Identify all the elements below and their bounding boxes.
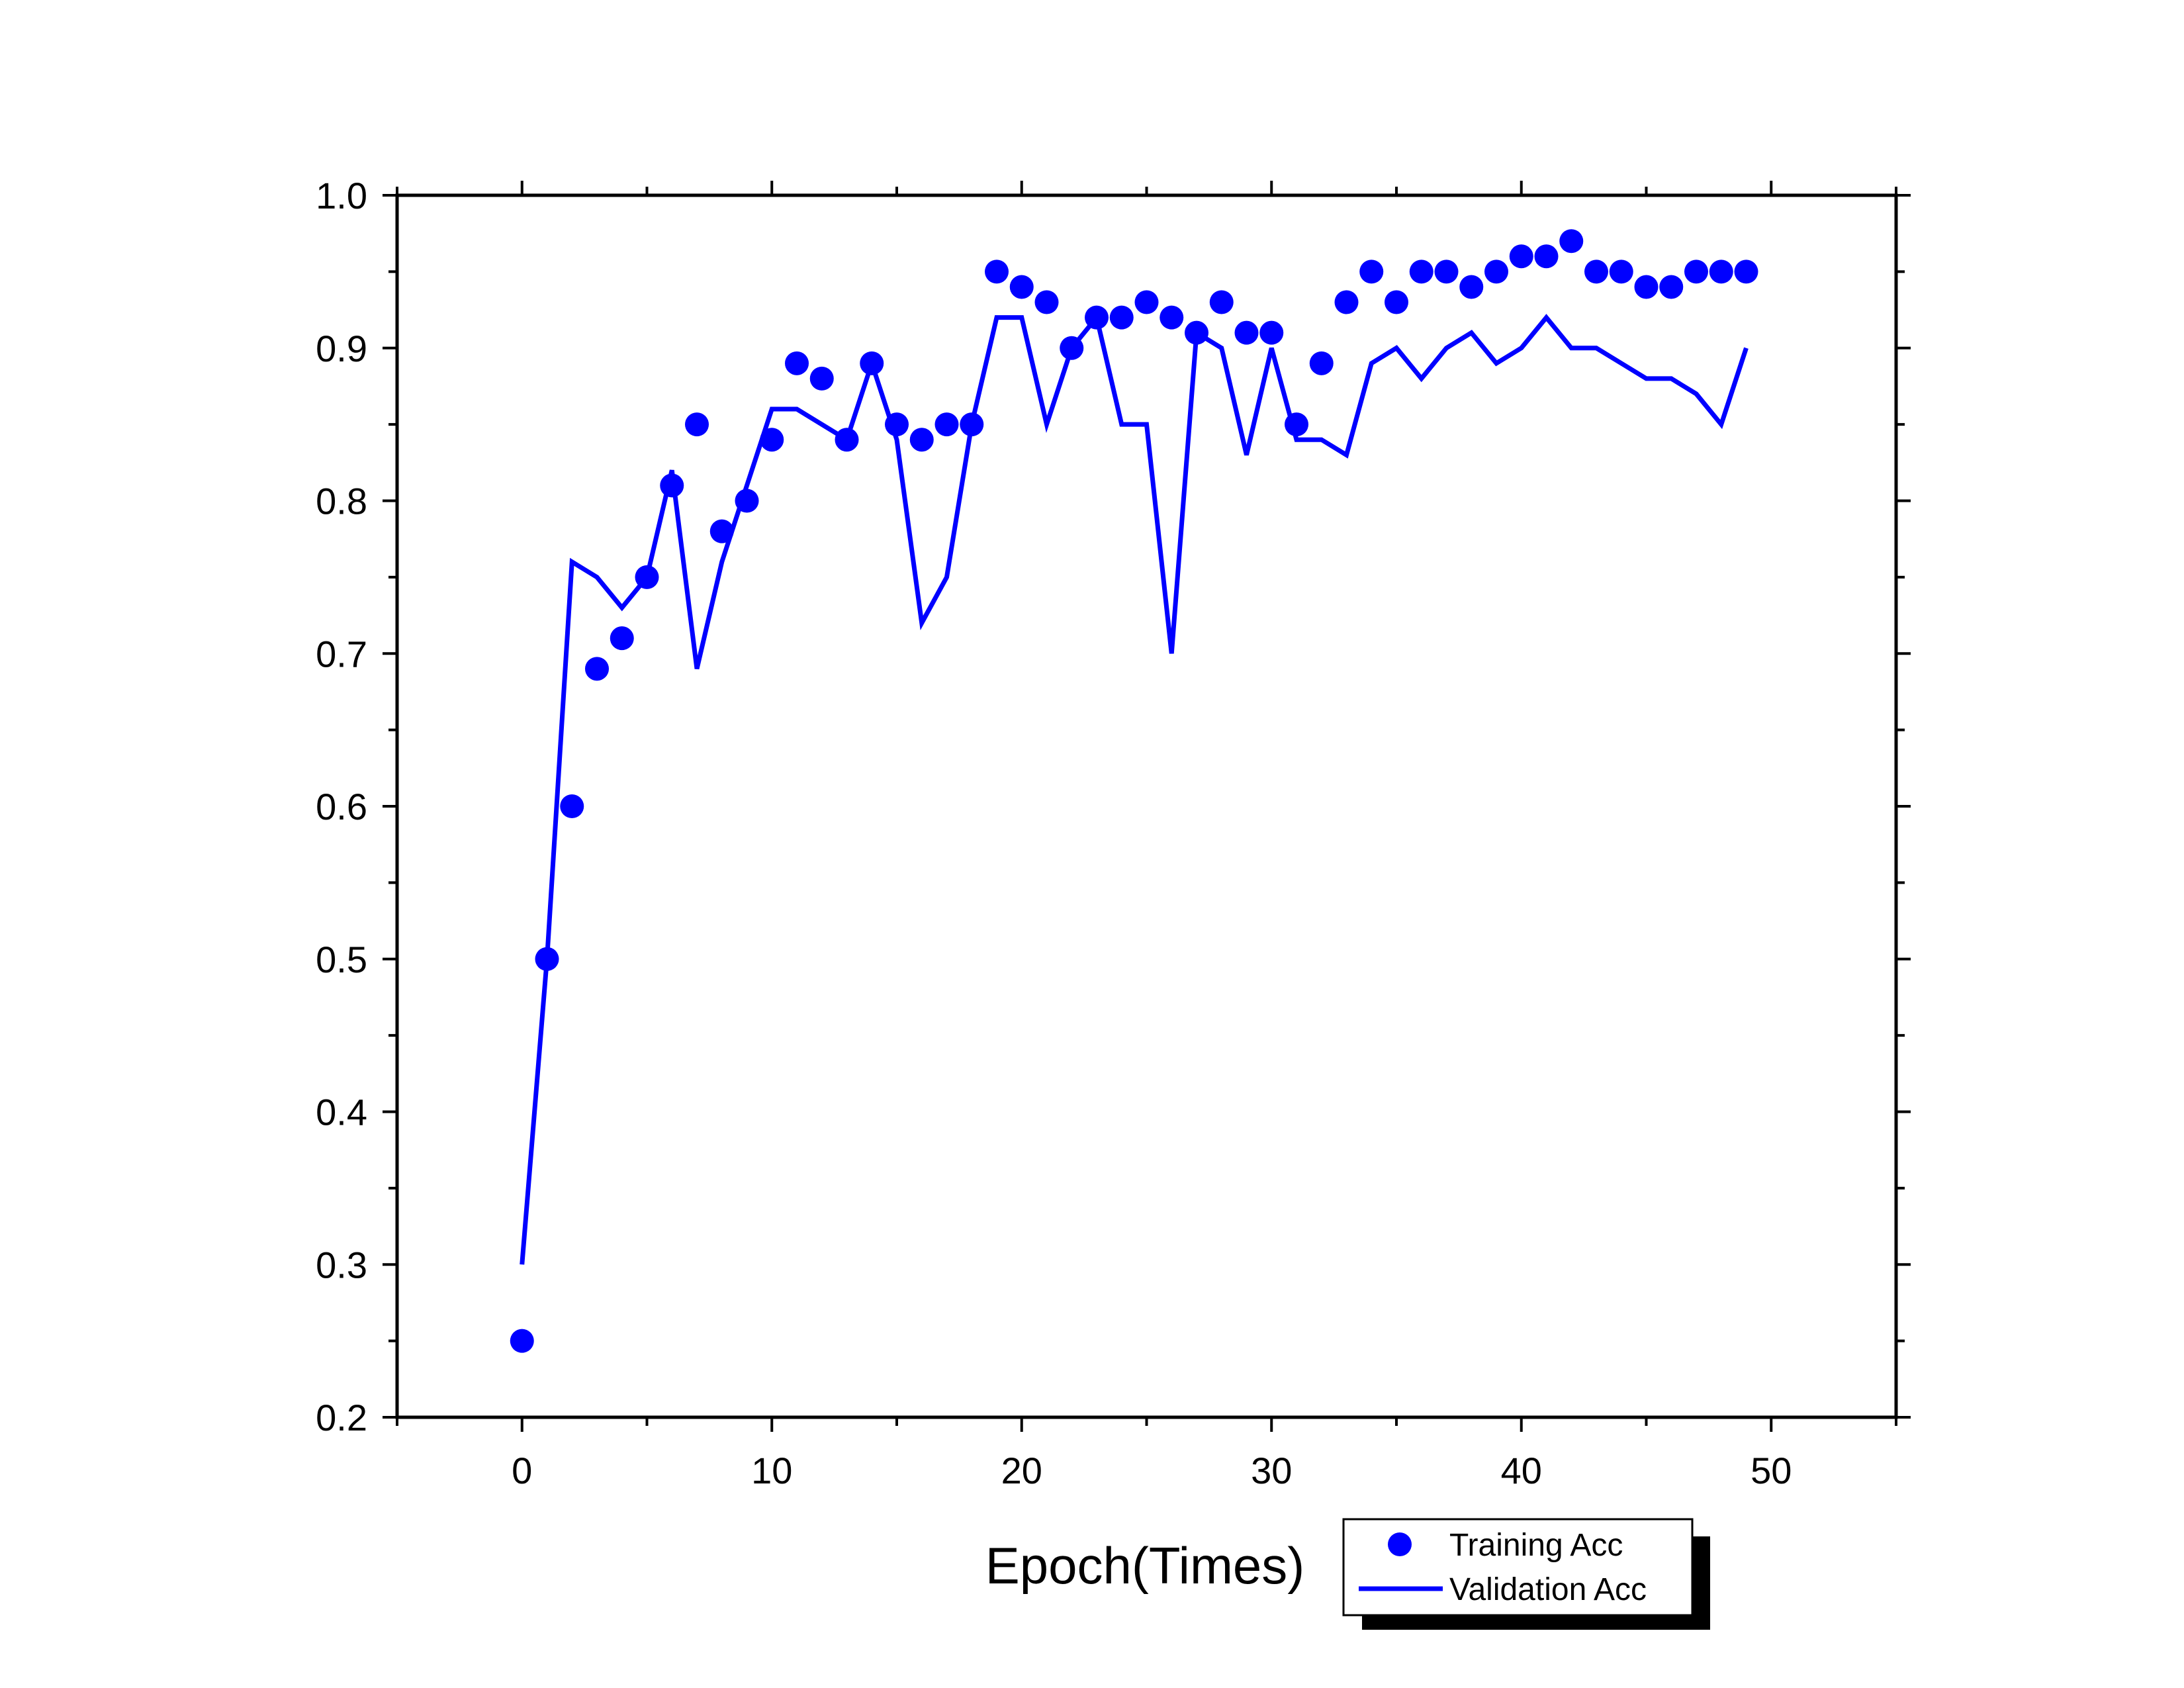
x-tick-label: 50 — [1751, 1450, 1792, 1491]
training-acc-point — [735, 489, 759, 513]
y-tick-label: 0.4 — [316, 1092, 367, 1133]
training-acc-point — [1659, 275, 1684, 299]
legend-training-marker — [1388, 1532, 1412, 1556]
training-acc-point — [1709, 259, 1733, 284]
training-acc-point — [1359, 259, 1384, 284]
training-acc-point — [760, 428, 784, 452]
training-acc-point — [1285, 412, 1308, 437]
x-tick-label: 30 — [1251, 1450, 1292, 1491]
training-acc-point — [1459, 275, 1484, 299]
x-tick-label: 20 — [1001, 1450, 1042, 1491]
legend: Training Acc Validation Acc — [1342, 1518, 1710, 1630]
training-acc-point — [1634, 275, 1659, 299]
y-tick-label: 0.3 — [316, 1244, 367, 1286]
training-acc-point — [1409, 259, 1433, 284]
training-acc-point — [709, 519, 734, 543]
training-acc-point — [1334, 290, 1359, 314]
training-acc-point — [1534, 244, 1559, 269]
training-acc-point — [1009, 275, 1034, 299]
training-acc-point — [1385, 290, 1408, 314]
training-acc-point — [985, 259, 1009, 284]
training-acc-point — [1234, 320, 1259, 345]
x-tick-label: 40 — [1501, 1450, 1542, 1491]
legend-training-label: Training Acc — [1449, 1528, 1623, 1563]
axis-ticks: 0 10 20 30 40 50 0.2 0.3 0.4 0.5 0.6 0.7 0.8 0.9 1.0 — [316, 175, 1911, 1491]
training-acc-point — [560, 794, 584, 818]
x-tick-label: 0 — [512, 1450, 532, 1491]
training-acc-point — [1185, 320, 1208, 345]
training-acc-point — [685, 412, 709, 437]
y-tick-label: 0.7 — [316, 633, 367, 675]
legend-validation-label: Validation Acc — [1449, 1572, 1647, 1607]
training-acc-point — [885, 412, 909, 437]
training-acc-point — [660, 473, 684, 498]
training-acc-point — [1609, 259, 1633, 284]
x-axis-label: Epoch(Times) — [985, 1536, 1305, 1595]
training-acc-point — [1559, 229, 1584, 254]
training-acc-point — [785, 351, 809, 375]
training-acc-point — [585, 657, 609, 681]
training-acc-point — [1684, 259, 1708, 284]
training-acc-point — [610, 626, 634, 651]
training-acc-point — [1085, 305, 1109, 330]
training-acc-point — [860, 351, 884, 375]
y-tick-label: 0.8 — [316, 481, 367, 522]
training-acc-point — [1259, 320, 1284, 345]
y-tick-label: 1.0 — [316, 175, 367, 216]
y-tick-label: 0.5 — [316, 939, 367, 980]
y-tick-label: 0.6 — [316, 786, 367, 827]
training-acc-point — [1734, 259, 1758, 284]
training-acc-point — [1434, 259, 1459, 284]
y-tick-label: 0.2 — [316, 1397, 367, 1438]
training-acc-point — [1109, 305, 1134, 330]
training-acc-point — [535, 947, 559, 971]
training-acc-point — [1209, 290, 1234, 314]
plot-area — [510, 229, 1758, 1353]
training-acc-point — [1134, 290, 1159, 314]
training-acc-point — [835, 428, 859, 452]
series-line-validation-acc — [520, 312, 1749, 1265]
training-acc-point — [1509, 244, 1533, 269]
training-acc-point — [934, 412, 959, 437]
training-acc-point — [1060, 336, 1084, 360]
training-acc-point — [909, 428, 934, 452]
training-acc-point — [635, 565, 659, 589]
training-acc-point — [510, 1329, 534, 1353]
training-acc-point — [1584, 259, 1608, 284]
training-acc-point — [960, 412, 984, 437]
training-acc-point — [1160, 305, 1184, 330]
training-acc-point — [1034, 290, 1059, 314]
training-acc-point — [1309, 351, 1334, 375]
x-tick-label: 10 — [751, 1450, 792, 1491]
training-acc-point — [1484, 259, 1508, 284]
training-acc-point — [809, 366, 834, 391]
y-tick-label: 0.9 — [316, 328, 367, 369]
